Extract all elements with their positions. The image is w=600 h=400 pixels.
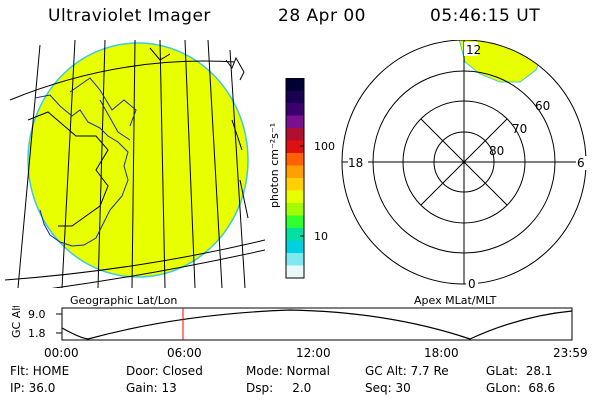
- gc-alt-status: GC Alt: 7.7 Re: [365, 364, 449, 378]
- time-tick-2359: 23:59: [553, 346, 588, 360]
- colorbar-cell: [286, 165, 304, 179]
- colorbar-cell: [286, 190, 304, 204]
- colorbar-cell: [286, 178, 304, 191]
- colorbar-cell: [286, 128, 304, 141]
- coastline: [34, 77, 137, 247]
- colorbar-cell: [286, 240, 304, 254]
- colorbar-cell: [286, 215, 304, 229]
- polar-grid: [341, 40, 587, 285]
- flight-status: Flt: HOME: [10, 364, 70, 378]
- colorbar-cell: [286, 103, 304, 116]
- altitude-tick-high: 9.0: [28, 308, 46, 321]
- time-tick-0600: 06:00: [167, 346, 202, 360]
- mlt-0-bg: [466, 276, 478, 290]
- frame-ticks: [231, 119, 249, 219]
- mlt-label-0: 0: [468, 277, 476, 291]
- land-border: [27, 47, 245, 227]
- time-tick-1800: 18:00: [424, 346, 459, 360]
- colorbar-cell: [286, 90, 304, 104]
- colorbar-cell: [286, 140, 304, 154]
- mlt-18-bg: [348, 156, 368, 170]
- glon-status: GLon: 68.6: [486, 381, 556, 395]
- polar-label: Apex MLat/MLT: [414, 294, 497, 307]
- glat-status: GLat: 28.1: [486, 364, 553, 378]
- altitude-curve: [61, 309, 573, 340]
- altitude-plot: GC Alt 9.0 1.8: [10, 306, 573, 341]
- time-tick-0000: 00:00: [44, 346, 79, 360]
- instrument-title: Ultraviolet Imager: [48, 6, 211, 26]
- colorbar-unit-label: photon cm⁻²s⁻¹: [268, 123, 281, 208]
- colorbar-cell: [286, 203, 304, 216]
- mlt-6-bg: [576, 156, 588, 170]
- mlt-12-bg: [464, 42, 478, 56]
- gain-status: Gain: 13: [126, 381, 177, 395]
- altitude-axis-label: GC Alt: [10, 306, 23, 338]
- lat-label-60: 60: [535, 99, 550, 113]
- altitude-tick-low: 1.8: [28, 327, 46, 340]
- meridian-lines: [17, 40, 246, 288]
- mode-status: Mode: Normal: [246, 364, 330, 378]
- colorbar-cell: [286, 265, 304, 279]
- colorbar-cell: [286, 253, 304, 266]
- colorbar-cell: [286, 153, 304, 166]
- parallel-lines: [4, 60, 265, 288]
- colorbar-tick-10: 10: [314, 230, 328, 243]
- ip-status: IP: 36.0: [10, 381, 56, 395]
- colorbar-cell: [286, 115, 304, 129]
- mlt-label-18: 18: [348, 156, 363, 170]
- colorbar: photon cm⁻²s⁻¹: [268, 78, 305, 279]
- door-status: Door: Closed: [126, 364, 203, 378]
- polar-plot: 12 18 6 0 60 70 80: [341, 40, 588, 291]
- colorbar-cell: [286, 228, 304, 241]
- colorbar-cells: [286, 78, 304, 279]
- colorbar-frame: [285, 78, 305, 279]
- time-tick-1200: 12:00: [296, 346, 331, 360]
- colorbar-tick-100: 100: [314, 140, 335, 153]
- altitude-plot-frame: [61, 307, 573, 341]
- lat-label-80: 80: [489, 144, 504, 158]
- time-label: 05:46:15 UT: [430, 6, 541, 26]
- colorbar-cell: [286, 78, 304, 91]
- date-label: 28 Apr 00: [278, 6, 366, 26]
- dsp-status: Dsp: 2.0: [246, 381, 312, 395]
- lat-label-70: 70: [512, 122, 527, 136]
- mlt-label-12: 12: [466, 43, 481, 57]
- map-label: Geographic Lat/Lon: [70, 294, 178, 307]
- mlt-label-6: 6: [577, 156, 585, 170]
- seq-status: Seq: 30: [365, 381, 411, 395]
- geographic-map: [4, 40, 265, 288]
